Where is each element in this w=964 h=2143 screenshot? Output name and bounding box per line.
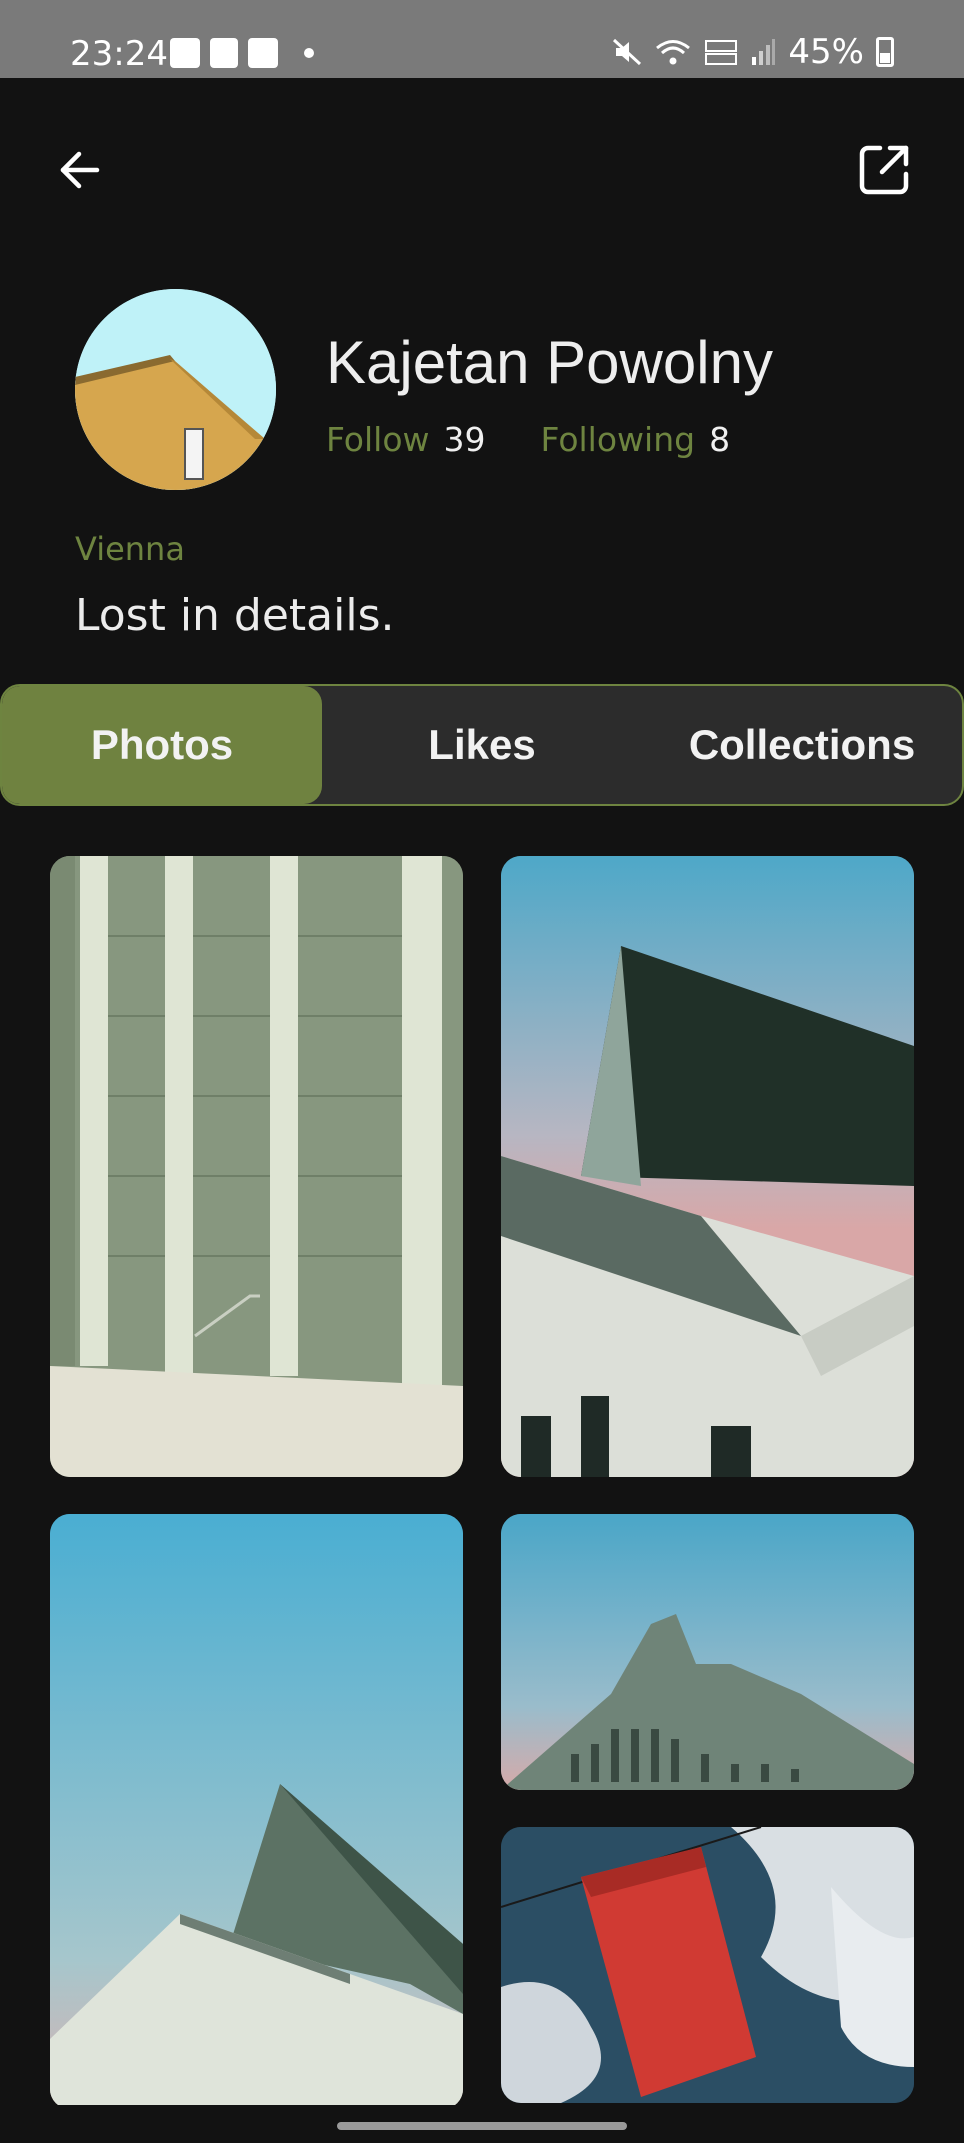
wifi-icon — [656, 40, 691, 65]
volte-icon — [705, 40, 738, 65]
dot-icon — [304, 48, 314, 58]
share-button[interactable] — [844, 130, 924, 210]
mute-icon — [613, 38, 642, 66]
photo-columns-building[interactable] — [50, 856, 463, 1477]
status-time: 23:24 — [70, 34, 168, 74]
profile-name: Kajetan Powolny — [326, 329, 773, 396]
status-system-icons: 45% — [612, 32, 894, 72]
arrow-left-icon — [60, 151, 100, 189]
avatar[interactable] — [75, 289, 276, 490]
device-icon — [210, 38, 238, 68]
photo-library-building[interactable] — [501, 1514, 914, 1790]
follow-count[interactable]: 39 — [443, 420, 486, 459]
home-indicator[interactable] — [337, 2122, 627, 2130]
profile-stats: Follow 39 Following 8 — [326, 418, 730, 462]
signal-icon — [752, 39, 776, 65]
battery-icon — [876, 37, 894, 67]
photo-angular-glass-building[interactable] — [501, 856, 914, 1477]
back-button[interactable] — [40, 130, 120, 210]
following-label[interactable]: Following — [540, 420, 696, 459]
status-bar: 23:24 45% — [0, 0, 964, 78]
external-link-icon — [859, 145, 909, 195]
follow-label[interactable]: Follow — [326, 420, 430, 459]
tab-likes[interactable]: Likes — [428, 721, 536, 768]
gallery-icon — [170, 38, 200, 68]
tab-collections[interactable]: Collections — [688, 721, 916, 768]
checkbox-icon — [248, 38, 278, 68]
avatar-image — [75, 289, 276, 490]
profile-bio: Lost in details. — [75, 590, 395, 641]
photo-pyramid-building[interactable] — [50, 1514, 463, 2109]
profile-location: Vienna — [75, 530, 185, 568]
following-count[interactable]: 8 — [709, 420, 731, 459]
status-notification-icons — [170, 38, 314, 68]
profile-tabs: Photos Likes Collections — [0, 684, 964, 806]
tab-photos[interactable]: Photos — [2, 686, 322, 804]
battery-percent: 45% — [788, 32, 864, 72]
photo-red-flag[interactable] — [501, 1827, 914, 2103]
